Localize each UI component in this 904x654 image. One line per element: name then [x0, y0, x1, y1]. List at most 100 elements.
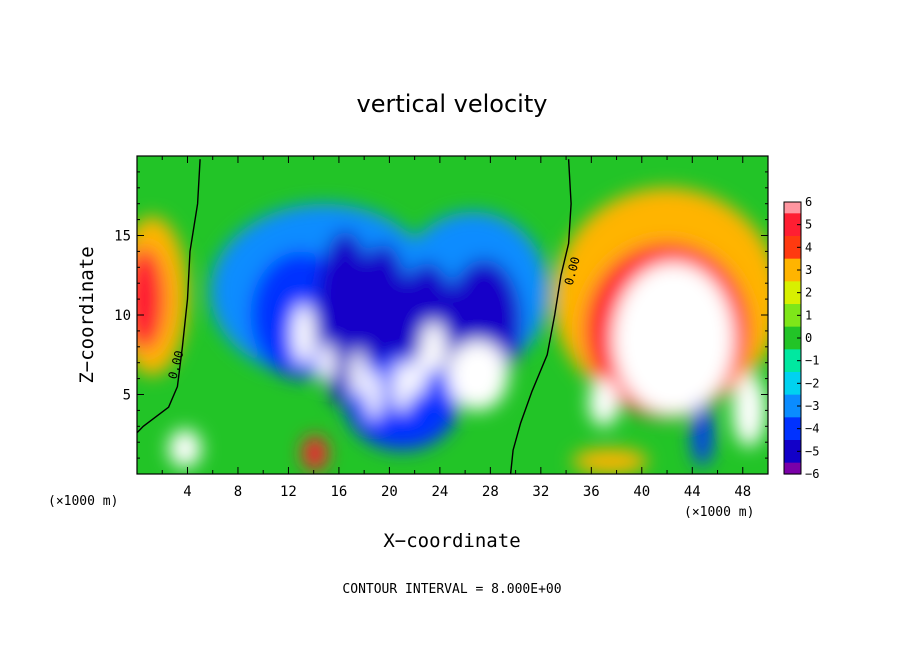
colorbar-label-8: −2 [805, 376, 819, 390]
colorbar-label-9: −3 [805, 399, 819, 413]
colorbar-segment-20 [784, 315, 801, 322]
colorbar-segment-18 [784, 304, 801, 311]
colorbar: 6 5 4 3 2 1 0 −1 −2 −3 −4 −5 −6 [783, 195, 819, 481]
colorbar-segment-28 [784, 360, 801, 367]
colorbar-segment-26 [784, 349, 801, 356]
colorbar-segment-3 [784, 219, 801, 226]
colorbar-segment-40 [784, 428, 801, 435]
colorbar-segment-47 [784, 468, 801, 475]
x-tick-label-36: 36 [583, 484, 600, 500]
colorbar-label-7: −1 [805, 354, 819, 368]
field-cell-16 [393, 361, 411, 412]
colorbar-segment-1 [784, 207, 801, 214]
colorbar-segment-21 [784, 321, 801, 328]
x-unit-right: (×1000 m) [684, 505, 754, 520]
field-cell-22 [612, 262, 734, 416]
field-cell-24 [732, 373, 766, 447]
colorbar-label-12: −6 [805, 467, 819, 481]
colorbar-segment-24 [784, 338, 801, 345]
y-tick-label-5: 5 [123, 388, 131, 404]
field-cell-15 [366, 369, 382, 420]
x-axis: 4 8 12 16 20 24 28 32 36 40 44 48 [161, 156, 751, 500]
colorbar-segment-6 [784, 236, 801, 243]
x-tick-label-16: 16 [330, 484, 347, 500]
x-tick-label-32: 32 [532, 484, 549, 500]
colorbar-segment-25 [784, 343, 801, 350]
colorbar-label-11: −5 [805, 444, 819, 458]
colorbar-segment-19 [784, 309, 801, 316]
colorbar-segment-4 [784, 224, 801, 231]
chart-title: vertical velocity [357, 90, 548, 118]
field-cell-26 [572, 448, 649, 474]
y-tick-label-15: 15 [114, 229, 131, 245]
x-unit-left: (×1000 m) [48, 494, 118, 509]
x-tick-label-48: 48 [734, 484, 751, 500]
field-cell-19 [447, 340, 509, 411]
y-axis-label: Z−coordinate [76, 246, 98, 383]
colorbar-segment-45 [784, 457, 801, 464]
colorbar-segment-30 [784, 372, 801, 379]
colorbar-segment-36 [784, 406, 801, 413]
colorbar-segment-15 [784, 287, 801, 294]
field-cell-17 [410, 354, 426, 397]
colorbar-segment-9 [784, 253, 801, 260]
colorbar-segment-35 [784, 400, 801, 407]
colorbar-segment-23 [784, 332, 801, 339]
colorbar-segment-29 [784, 366, 801, 373]
colorbar-segment-16 [784, 292, 801, 299]
field-cell-18 [420, 321, 447, 373]
zero-contour-1 [509, 159, 572, 474]
colorbar-segment-31 [784, 377, 801, 384]
colorbar-segment-2 [784, 213, 801, 220]
colorbar-segment-7 [784, 241, 801, 248]
field-cell-14 [350, 349, 366, 398]
plot-area [137, 156, 768, 474]
x-axis-label: X−coordinate [383, 530, 520, 552]
x-tick-label-12: 12 [280, 484, 297, 500]
colorbar-segment-42 [784, 440, 801, 447]
x-tick-label-28: 28 [482, 484, 499, 500]
colorbar-segment-43 [784, 445, 801, 452]
field-cell-1 [137, 248, 165, 350]
colorbar-label-2: 4 [805, 240, 812, 254]
colorbar-segment-46 [784, 462, 801, 469]
field-cell-13 [317, 343, 336, 382]
colorbar-segment-13 [784, 275, 801, 282]
colorbar-segment-27 [784, 355, 801, 362]
colorbar-segment-0 [784, 202, 801, 209]
colorbar-segment-34 [784, 394, 801, 401]
colorbar-segment-22 [784, 326, 801, 333]
colorbar-segment-32 [784, 383, 801, 390]
colorbar-segment-38 [784, 417, 801, 424]
colorbar-label-0: 6 [805, 195, 812, 209]
x-tick-label-20: 20 [381, 484, 398, 500]
field-cell-2 [168, 429, 202, 468]
colorbar-segment-41 [784, 434, 801, 441]
colorbar-segment-11 [784, 264, 801, 271]
colorbar-label-5: 1 [805, 308, 812, 322]
colorbar-label-3: 3 [805, 263, 812, 277]
colorbar-segment-5 [784, 230, 801, 237]
colorbar-label-10: −4 [805, 422, 819, 436]
field-cell-3 [302, 435, 328, 471]
colorbar-segment-37 [784, 411, 801, 418]
colorbar-segment-14 [784, 281, 801, 288]
colorbar-label-1: 5 [805, 218, 812, 232]
field-cell-23 [588, 378, 620, 427]
y-axis: 5 10 15 [114, 171, 768, 459]
colorbar-label-4: 2 [805, 286, 812, 300]
colorbar-segment-33 [784, 389, 801, 396]
contour-interval-footer: CONTOUR INTERVAL = 8.000E+00 [342, 582, 561, 597]
x-tick-label-4: 4 [183, 484, 191, 500]
colorbar-segment-44 [784, 451, 801, 458]
x-tick-label-24: 24 [431, 484, 448, 500]
x-tick-label-8: 8 [234, 484, 242, 500]
colorbar-segment-10 [784, 258, 801, 265]
colorbar-segment-39 [784, 423, 801, 430]
x-tick-label-44: 44 [684, 484, 701, 500]
field-cell-12 [292, 303, 315, 365]
colorbar-segment-12 [784, 270, 801, 277]
zero-contour-0 [137, 159, 201, 434]
x-tick-label-40: 40 [633, 484, 650, 500]
